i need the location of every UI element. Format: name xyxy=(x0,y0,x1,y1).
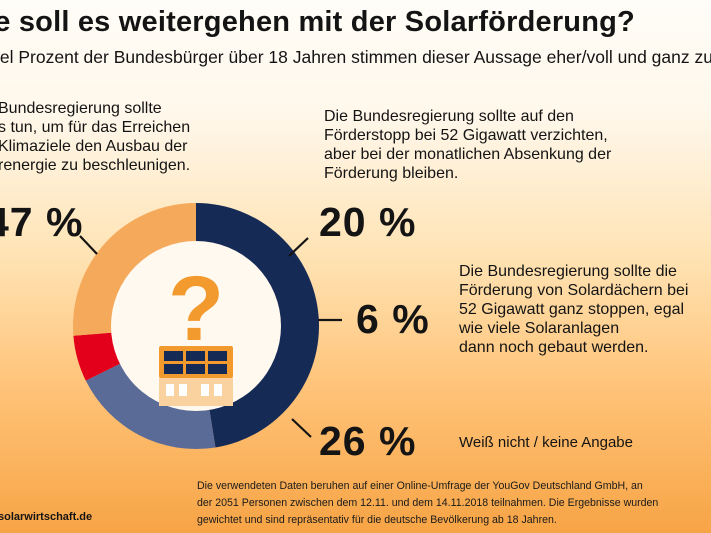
statement-3: Die Bundesregierung sollte die Förderung… xyxy=(459,263,689,356)
percent-label-1: 47 % xyxy=(0,199,84,245)
footnote: Die verwendeten Daten beruhen auf einer … xyxy=(197,480,659,526)
statement-4: Weiß nicht / keine Angabe xyxy=(459,434,633,451)
percent-label-2: 20 % xyxy=(319,199,417,245)
question-mark-house-solar-icon: ? xyxy=(159,258,233,406)
statement-1: Bundesregierung sollte s tun, um für das… xyxy=(0,100,191,174)
chart-title: ie soll es weitergehen mit der Solarförd… xyxy=(0,6,635,38)
percent-label-3: 6 % xyxy=(356,296,430,342)
leader-line-2 xyxy=(288,237,309,257)
percent-label-4: 26 % xyxy=(319,418,417,464)
svg-text:?: ? xyxy=(168,258,224,360)
chart-subtitle: iel Prozent der Bundesbürger über 18 Jah… xyxy=(0,47,711,67)
leader-line-1 xyxy=(79,235,98,255)
donut-center xyxy=(111,241,281,411)
source-label: solarwirtschaft.de xyxy=(0,511,93,523)
leader-line-4 xyxy=(291,418,312,438)
statement-2: Die Bundesregierung sollte auf den Förde… xyxy=(324,108,612,182)
